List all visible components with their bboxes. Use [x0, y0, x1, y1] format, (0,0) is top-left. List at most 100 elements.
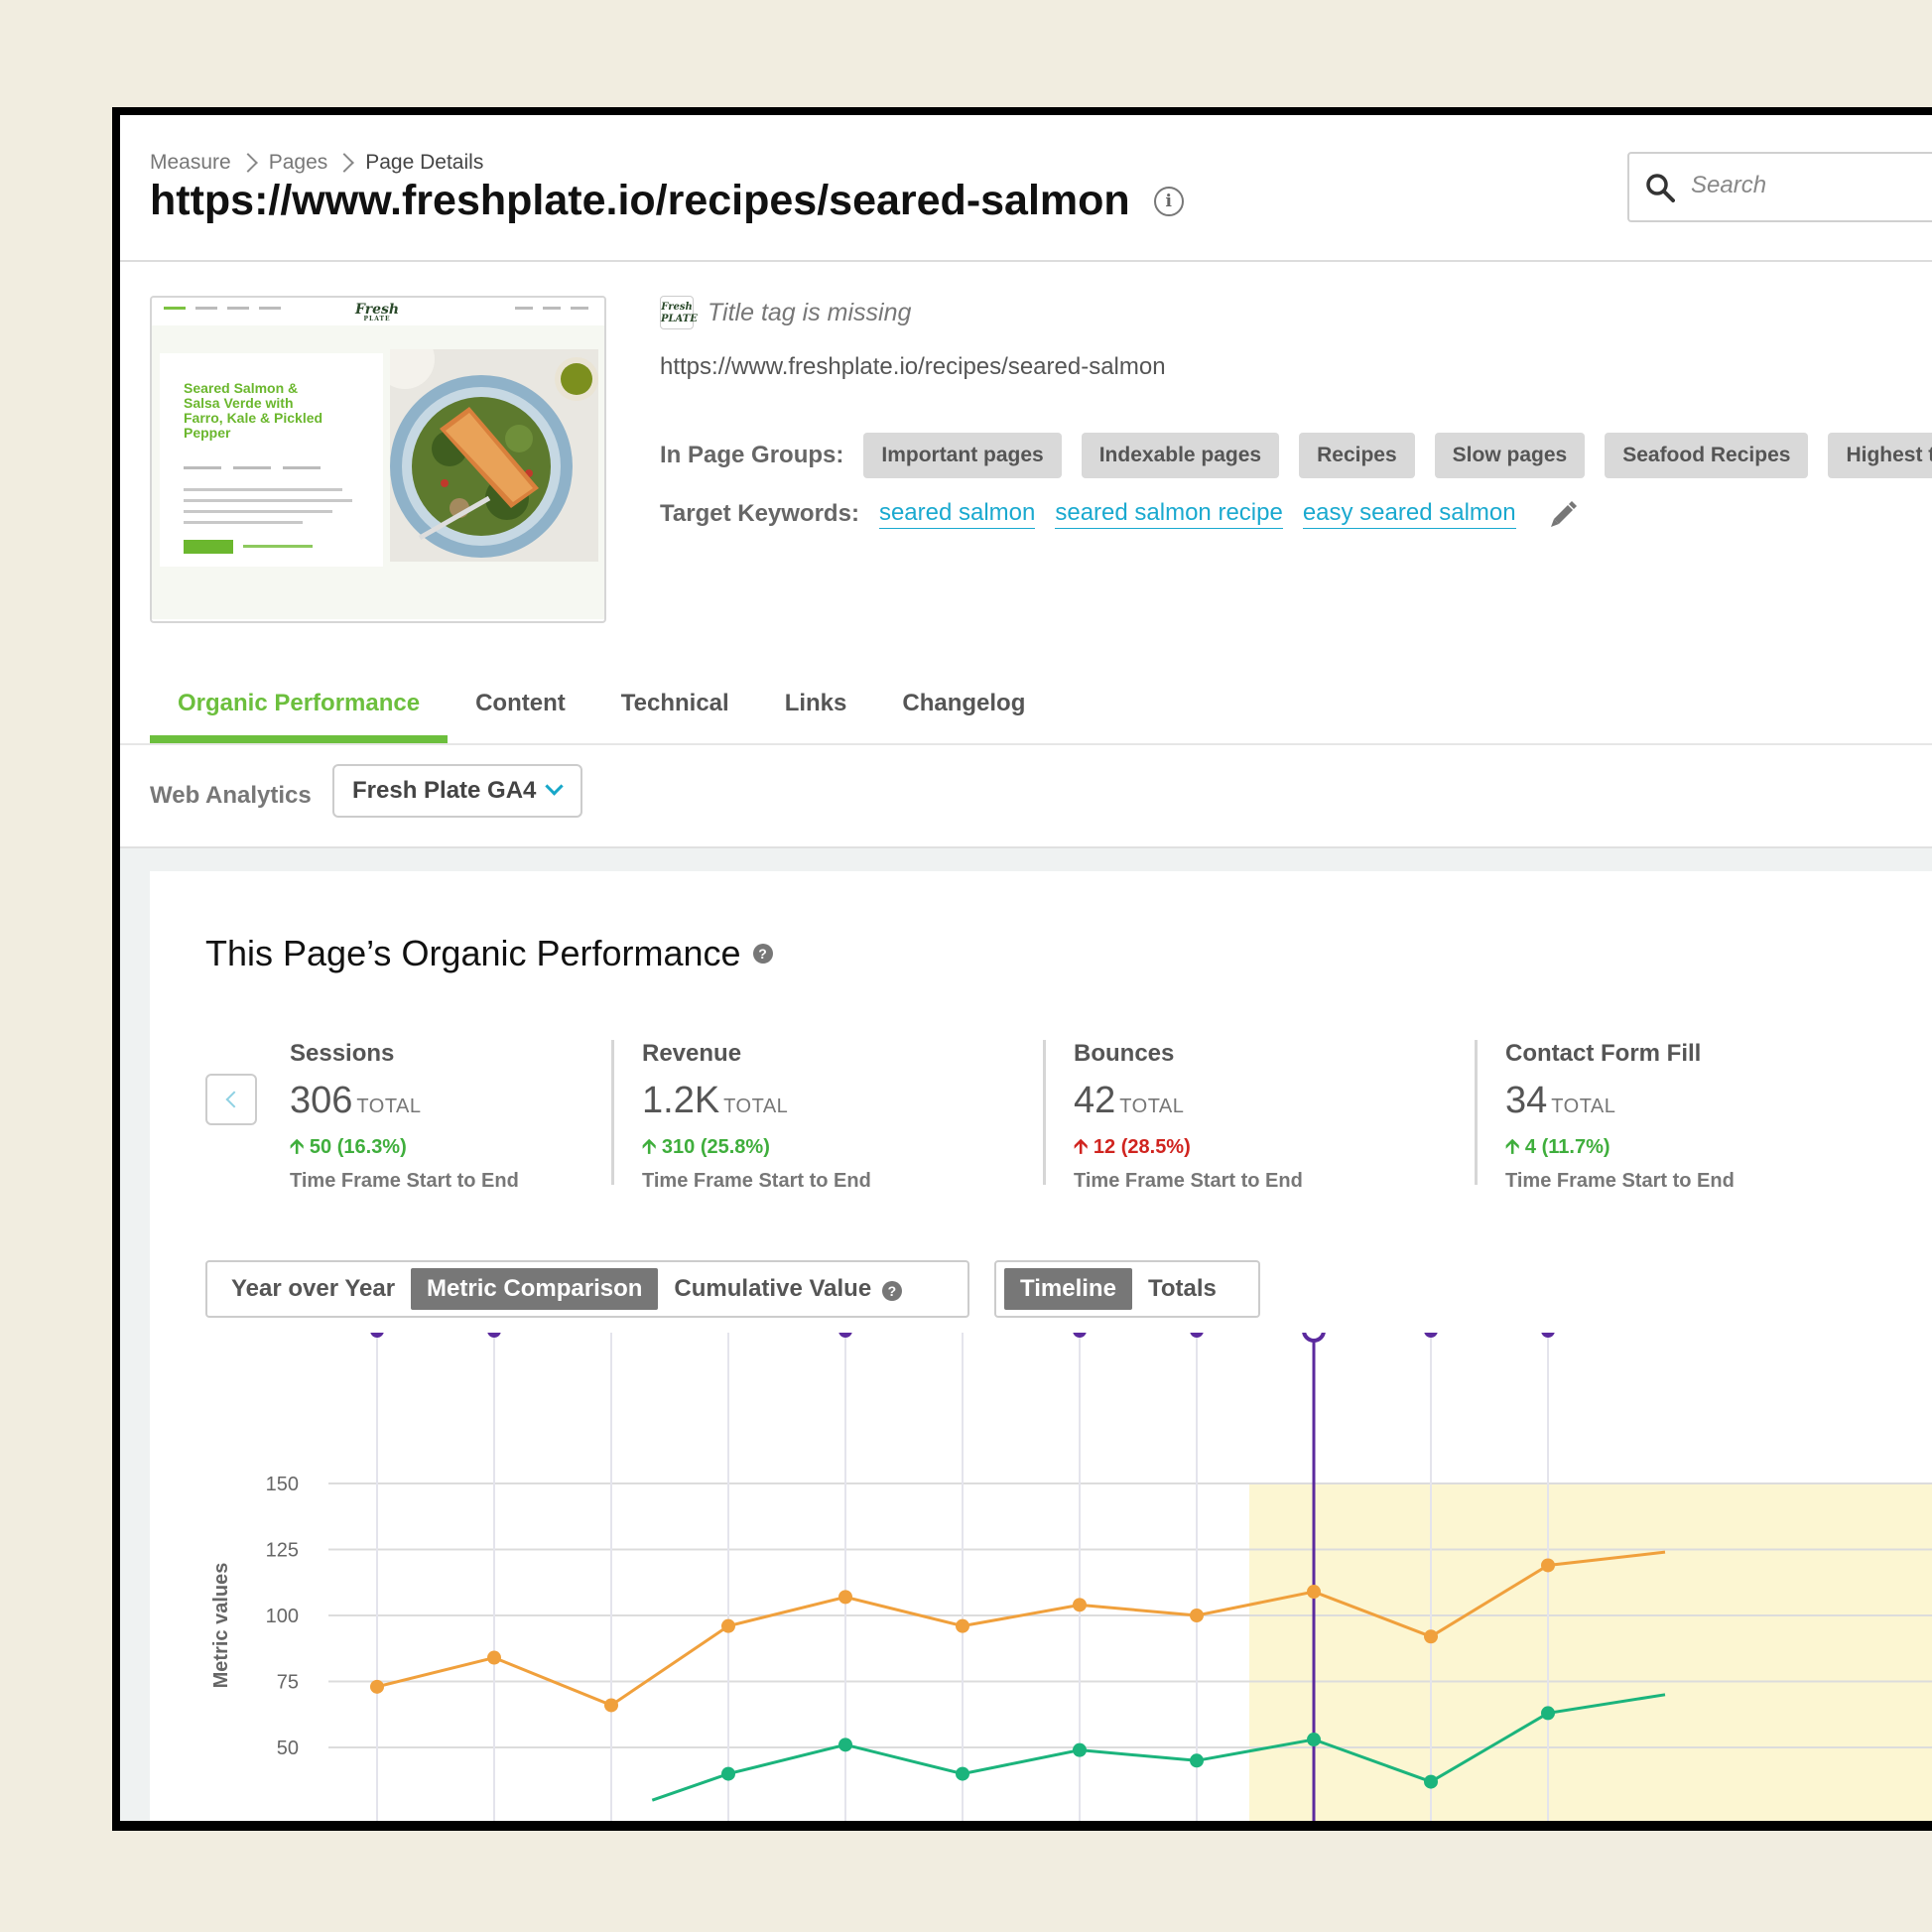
metric-value: 42 TOTAL — [1074, 1080, 1185, 1121]
search-placeholder: Search — [1691, 172, 1767, 198]
page-group-chip[interactable]: Highest tr — [1828, 433, 1932, 478]
chart-series — [370, 1550, 1666, 1802]
page-thumbnail[interactable]: Fresh PLATE Seared Salmon & Salsa Verde w… — [150, 296, 606, 623]
breadcrumb-measure[interactable]: Measure — [150, 151, 231, 174]
web-analytics-selected: Fresh Plate GA4 — [352, 777, 537, 804]
metric-value: 34 TOTAL — [1505, 1080, 1616, 1121]
keyword-link[interactable]: seared salmon — [878, 498, 1036, 529]
thumbnail-recipe-title: Seared Salmon & Salsa Verde with Farro, … — [184, 380, 323, 441]
metric-contact-form-fill: Contact Form Fill 34 TOTAL 🡩 4 (11.7%) Ti… — [1505, 1040, 1922, 1193]
web-analytics-label: Web Analytics — [150, 782, 312, 809]
search-input[interactable]: Search — [1627, 152, 1932, 222]
tab-links[interactable]: Links — [784, 690, 847, 716]
view-mode-metric-comparison[interactable]: Metric Comparison — [411, 1268, 659, 1310]
data-point — [1541, 1706, 1555, 1721]
data-point — [1424, 1774, 1438, 1789]
target-keywords-row: Target Keywords: seared salmon seared sa… — [660, 498, 1578, 529]
search-icon — [1646, 174, 1675, 202]
card-title-text: This Page’s Organic Performance — [205, 933, 741, 973]
keyword-link[interactable]: easy seared salmon — [1302, 498, 1516, 529]
view-mode-year-over-year[interactable]: Year over Year — [231, 1275, 396, 1302]
app-window: Measure Pages Page Details https://www.f… — [120, 115, 1932, 1821]
metric-delta: 🡩 310 (25.8%) — [642, 1136, 770, 1158]
metric-subtitle: Time Frame Start to End — [642, 1170, 871, 1192]
tab-divider — [120, 743, 1932, 745]
metric-subtitle: Time Frame Start to End — [1505, 1170, 1735, 1192]
chart-gridlines — [328, 1482, 1932, 1748]
metrics-prev-button[interactable] — [205, 1074, 257, 1125]
breadcrumb-pages[interactable]: Pages — [268, 151, 328, 174]
page-group-chip[interactable]: Important pages — [863, 433, 1062, 478]
chevron-right-icon — [334, 153, 355, 173]
metric-subtitle: Time Frame Start to End — [290, 1170, 519, 1192]
freshplate-logo: Fresh PLATE — [355, 302, 400, 322]
data-point — [956, 1618, 969, 1633]
data-point — [370, 1679, 384, 1694]
tab-changelog[interactable]: Changelog — [902, 690, 1026, 716]
thumbnail-recipe-card: Seared Salmon & Salsa Verde with Farro, … — [160, 353, 383, 567]
card-title: This Page’s Organic Performance ? — [205, 933, 773, 974]
metric-bounces: Bounces 42 TOTAL 🡩 12 (28.5%) Time Frame … — [1074, 1040, 1490, 1193]
metric-subtitle: Time Frame Start to End — [1074, 1170, 1303, 1192]
web-analytics-select[interactable]: Fresh Plate GA4 — [332, 764, 582, 818]
favicon: Fresh PLATE — [660, 296, 698, 329]
tab-technical[interactable]: Technical — [620, 690, 729, 716]
display-mode-totals[interactable]: Totals — [1147, 1275, 1217, 1302]
data-point — [604, 1698, 618, 1713]
metric-sessions: Sessions 306 TOTAL 🡩 50 (16.3%) Time Fram… — [290, 1040, 707, 1193]
chart-y-axis-label: Metric values — [210, 1563, 232, 1689]
pencil-icon[interactable] — [1548, 499, 1578, 529]
y-tick-label: 75 — [277, 1672, 299, 1694]
display-mode-timeline[interactable]: Timeline — [1004, 1268, 1132, 1310]
tab-organic-performance[interactable]: Organic Performance — [150, 684, 449, 743]
salmon-dish-image — [390, 349, 598, 562]
y-tick-label: 100 — [266, 1606, 299, 1627]
page-group-chip[interactable]: Recipes — [1299, 433, 1415, 478]
page-title: https://www.freshplate.io/recipes/seared… — [150, 177, 1184, 225]
data-point — [1424, 1629, 1438, 1644]
y-tick-label: 125 — [266, 1540, 299, 1562]
data-point — [1190, 1753, 1204, 1768]
page-group-chip[interactable]: Slow pages — [1434, 433, 1586, 478]
metric-label: Contact Form Fill — [1505, 1040, 1702, 1067]
metric-comparison-chart: 50 75 100 125 150 Metric values — [210, 1333, 1932, 1821]
data-point — [1190, 1609, 1204, 1622]
page-group-chip[interactable]: Indexable pages — [1081, 433, 1280, 478]
help-icon[interactable]: ? — [752, 944, 773, 964]
selected-event-marker — [1302, 1333, 1326, 1343]
tab-content[interactable]: Content — [475, 690, 566, 716]
metric-divider — [1043, 1040, 1046, 1185]
data-point — [956, 1766, 969, 1781]
view-mode-toggle: Year over Year Metric Comparison Cumulat… — [205, 1260, 969, 1318]
page-group-chip[interactable]: Seafood Recipes — [1605, 433, 1809, 478]
info-icon[interactable]: i — [1153, 186, 1184, 216]
keyword-link[interactable]: seared salmon recipe — [1055, 498, 1283, 529]
data-point — [838, 1738, 852, 1752]
data-point — [487, 1650, 501, 1665]
data-point — [838, 1590, 852, 1605]
chart-highlight-region — [1249, 1483, 1932, 1821]
event-marker — [838, 1333, 852, 1338]
chart-event-lines — [376, 1333, 1549, 1821]
breadcrumb-page-details: Page Details — [365, 151, 484, 174]
title-tag-row: Fresh PLATE Title tag is missing — [660, 296, 911, 329]
metric-value: 1.2K TOTAL — [642, 1080, 789, 1121]
metric-delta: 🡩 50 (16.3%) — [290, 1136, 407, 1158]
data-point — [1307, 1585, 1321, 1600]
thumbnail-body: Seared Salmon & Salsa Verde with Farro, … — [152, 325, 604, 619]
tab-bar: Organic Performance Content Technical Li… — [150, 684, 1053, 743]
metric-label: Sessions — [290, 1040, 395, 1067]
y-tick-label: 50 — [277, 1738, 299, 1759]
view-mode-cumulative-value[interactable]: Cumulative Value ? — [658, 1268, 917, 1310]
event-marker — [1190, 1333, 1204, 1338]
y-tick-label: 150 — [266, 1474, 299, 1495]
help-icon[interactable]: ? — [881, 1281, 902, 1301]
metric-delta: 🡩 4 (11.7%) — [1505, 1136, 1610, 1158]
data-point — [721, 1766, 735, 1781]
organic-performance-card: This Page’s Organic Performance ? Sessio… — [150, 871, 1932, 1821]
chart-y-ticks: 50 75 100 125 150 — [266, 1474, 299, 1759]
event-marker — [370, 1333, 384, 1338]
page-groups-label: In Page Groups: — [660, 442, 844, 468]
metric-divider — [611, 1040, 614, 1185]
event-marker — [1073, 1333, 1087, 1338]
